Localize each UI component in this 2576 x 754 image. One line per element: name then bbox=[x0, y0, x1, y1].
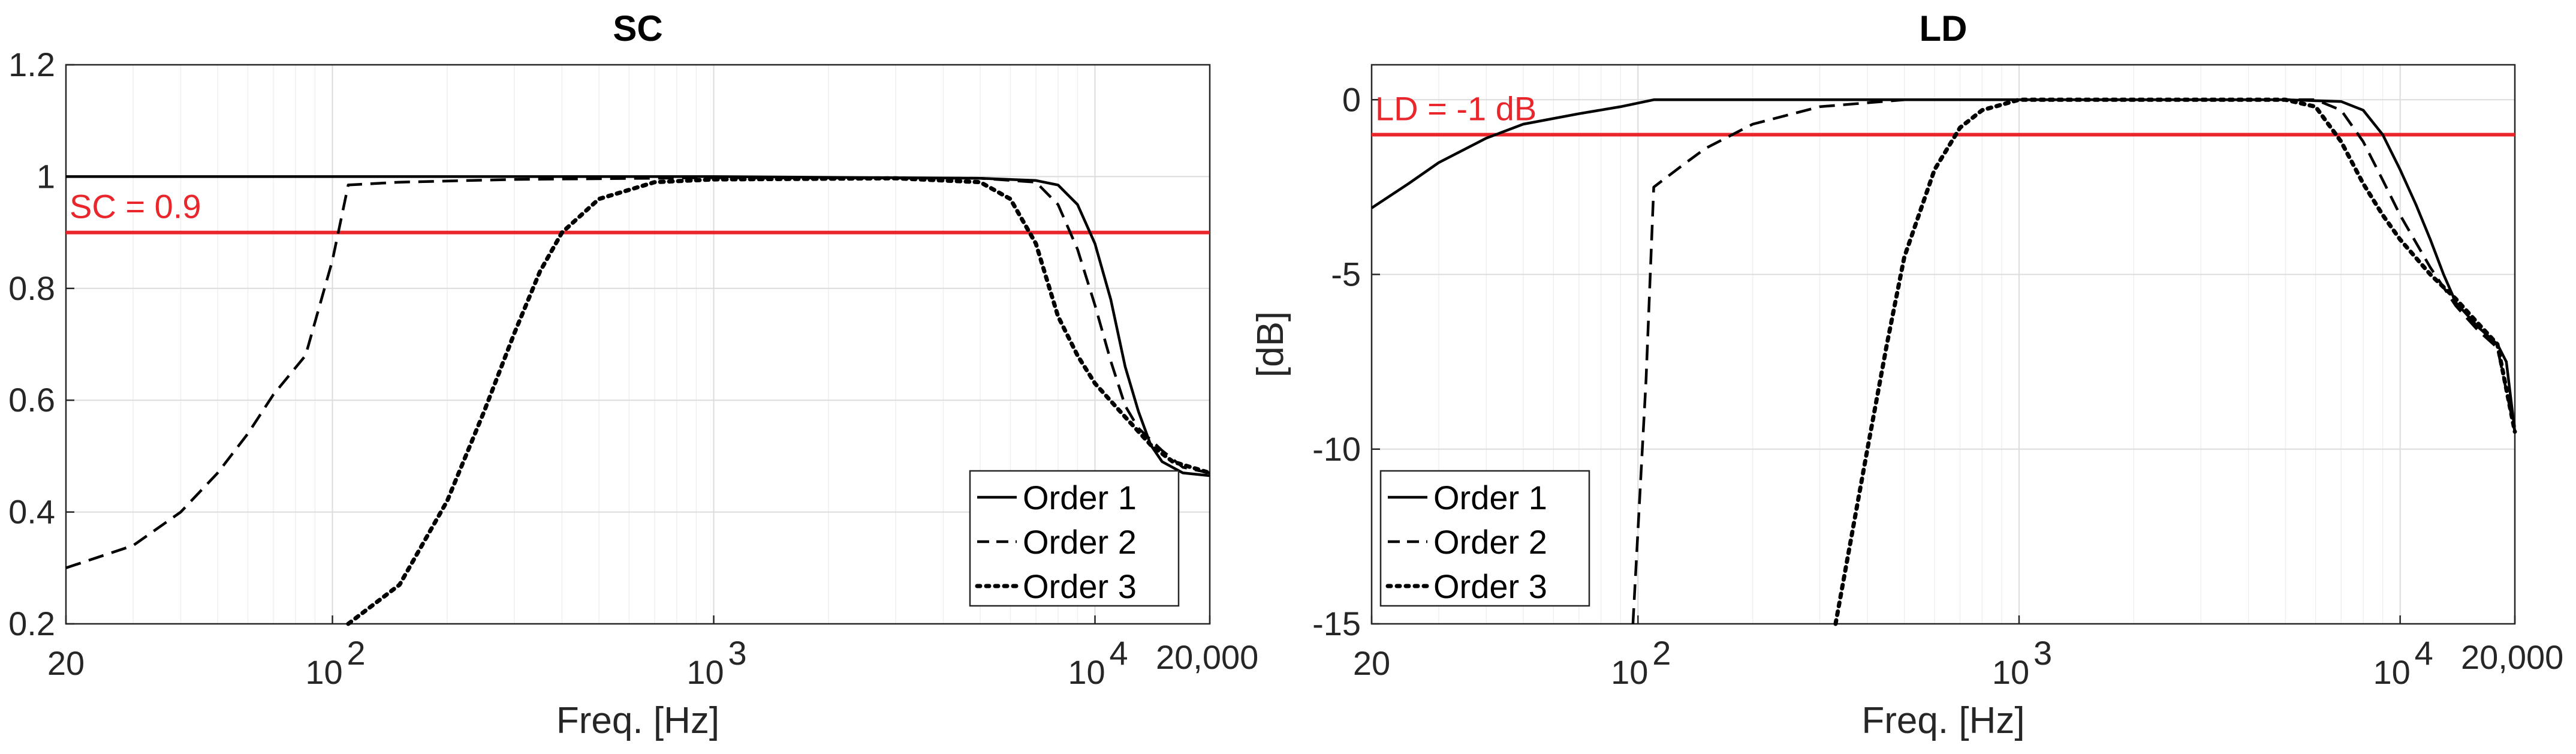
y-tick-label: 0 bbox=[1342, 80, 1361, 118]
legend-label: Order 1 bbox=[1023, 479, 1137, 516]
y-tick-label: 0.4 bbox=[8, 493, 55, 531]
x-tick-exponent: 4 bbox=[2415, 634, 2433, 672]
x-tick-exponent: 4 bbox=[1110, 634, 1128, 672]
series-line-3 bbox=[346, 176, 1212, 626]
y-tick-label: 0.6 bbox=[8, 381, 55, 419]
legend-label: Order 1 bbox=[1433, 479, 1547, 516]
y-tick-label: 0.2 bbox=[8, 605, 55, 642]
series-line-2 bbox=[1631, 98, 2517, 624]
x-tick-exponent: 3 bbox=[728, 634, 747, 672]
y-axis-label: [dB] bbox=[1250, 311, 1291, 377]
x-tick-exponent: 2 bbox=[347, 634, 366, 672]
series-line-1 bbox=[66, 175, 1210, 477]
legend-label: Order 2 bbox=[1433, 523, 1547, 561]
legend: Order 1 Order 2 Order 3 bbox=[1379, 470, 1590, 607]
axes-box bbox=[65, 64, 1211, 625]
y-tick-label: 1 bbox=[37, 157, 55, 195]
y-tick-label: -15 bbox=[1312, 605, 1361, 642]
y-tick-label: 1.2 bbox=[8, 46, 55, 83]
x-tick-label: 10 bbox=[305, 653, 342, 691]
x-tick-label: 20 bbox=[1353, 644, 1390, 682]
axes-box bbox=[1370, 64, 2516, 625]
x-tick-label: 10 bbox=[686, 653, 724, 691]
y-tick-label: -10 bbox=[1312, 430, 1361, 468]
x-axis-label: Freq. [Hz] bbox=[1861, 700, 2024, 741]
chart-title: LD bbox=[1920, 8, 1968, 49]
x-tick-label: 10 bbox=[2373, 653, 2410, 691]
series-line-1 bbox=[1370, 98, 2517, 432]
x-tick-label: 20 bbox=[47, 644, 85, 682]
chart-title: SC bbox=[613, 8, 662, 49]
series-line-3 bbox=[1833, 97, 2517, 626]
x-tick-label: 20,000 bbox=[1156, 638, 1258, 676]
x-tick-label: 10 bbox=[1611, 653, 1648, 691]
x-tick-exponent: 2 bbox=[1652, 634, 1671, 672]
legend-label: Order 2 bbox=[1023, 523, 1137, 561]
x-tick-exponent: 3 bbox=[2033, 634, 2052, 672]
legend-box bbox=[1379, 470, 1590, 607]
y-tick-label: -5 bbox=[1331, 256, 1361, 293]
x-tick-label: 10 bbox=[1068, 653, 1105, 691]
y-tick-label: 0.8 bbox=[8, 269, 55, 307]
x-tick-label: 10 bbox=[1992, 653, 2029, 691]
reference-line-label: LD = -1 dB bbox=[1375, 90, 1536, 128]
x-tick-label: 20,000 bbox=[2461, 638, 2563, 676]
legend-box bbox=[969, 470, 1180, 607]
reference-line-label: SC = 0.9 bbox=[70, 188, 201, 226]
legend-label: Order 3 bbox=[1023, 567, 1137, 605]
legend-label: Order 3 bbox=[1433, 567, 1547, 605]
legend: Order 1 Order 2 Order 3 bbox=[969, 470, 1180, 607]
x-axis-label: Freq. [Hz] bbox=[556, 700, 719, 741]
